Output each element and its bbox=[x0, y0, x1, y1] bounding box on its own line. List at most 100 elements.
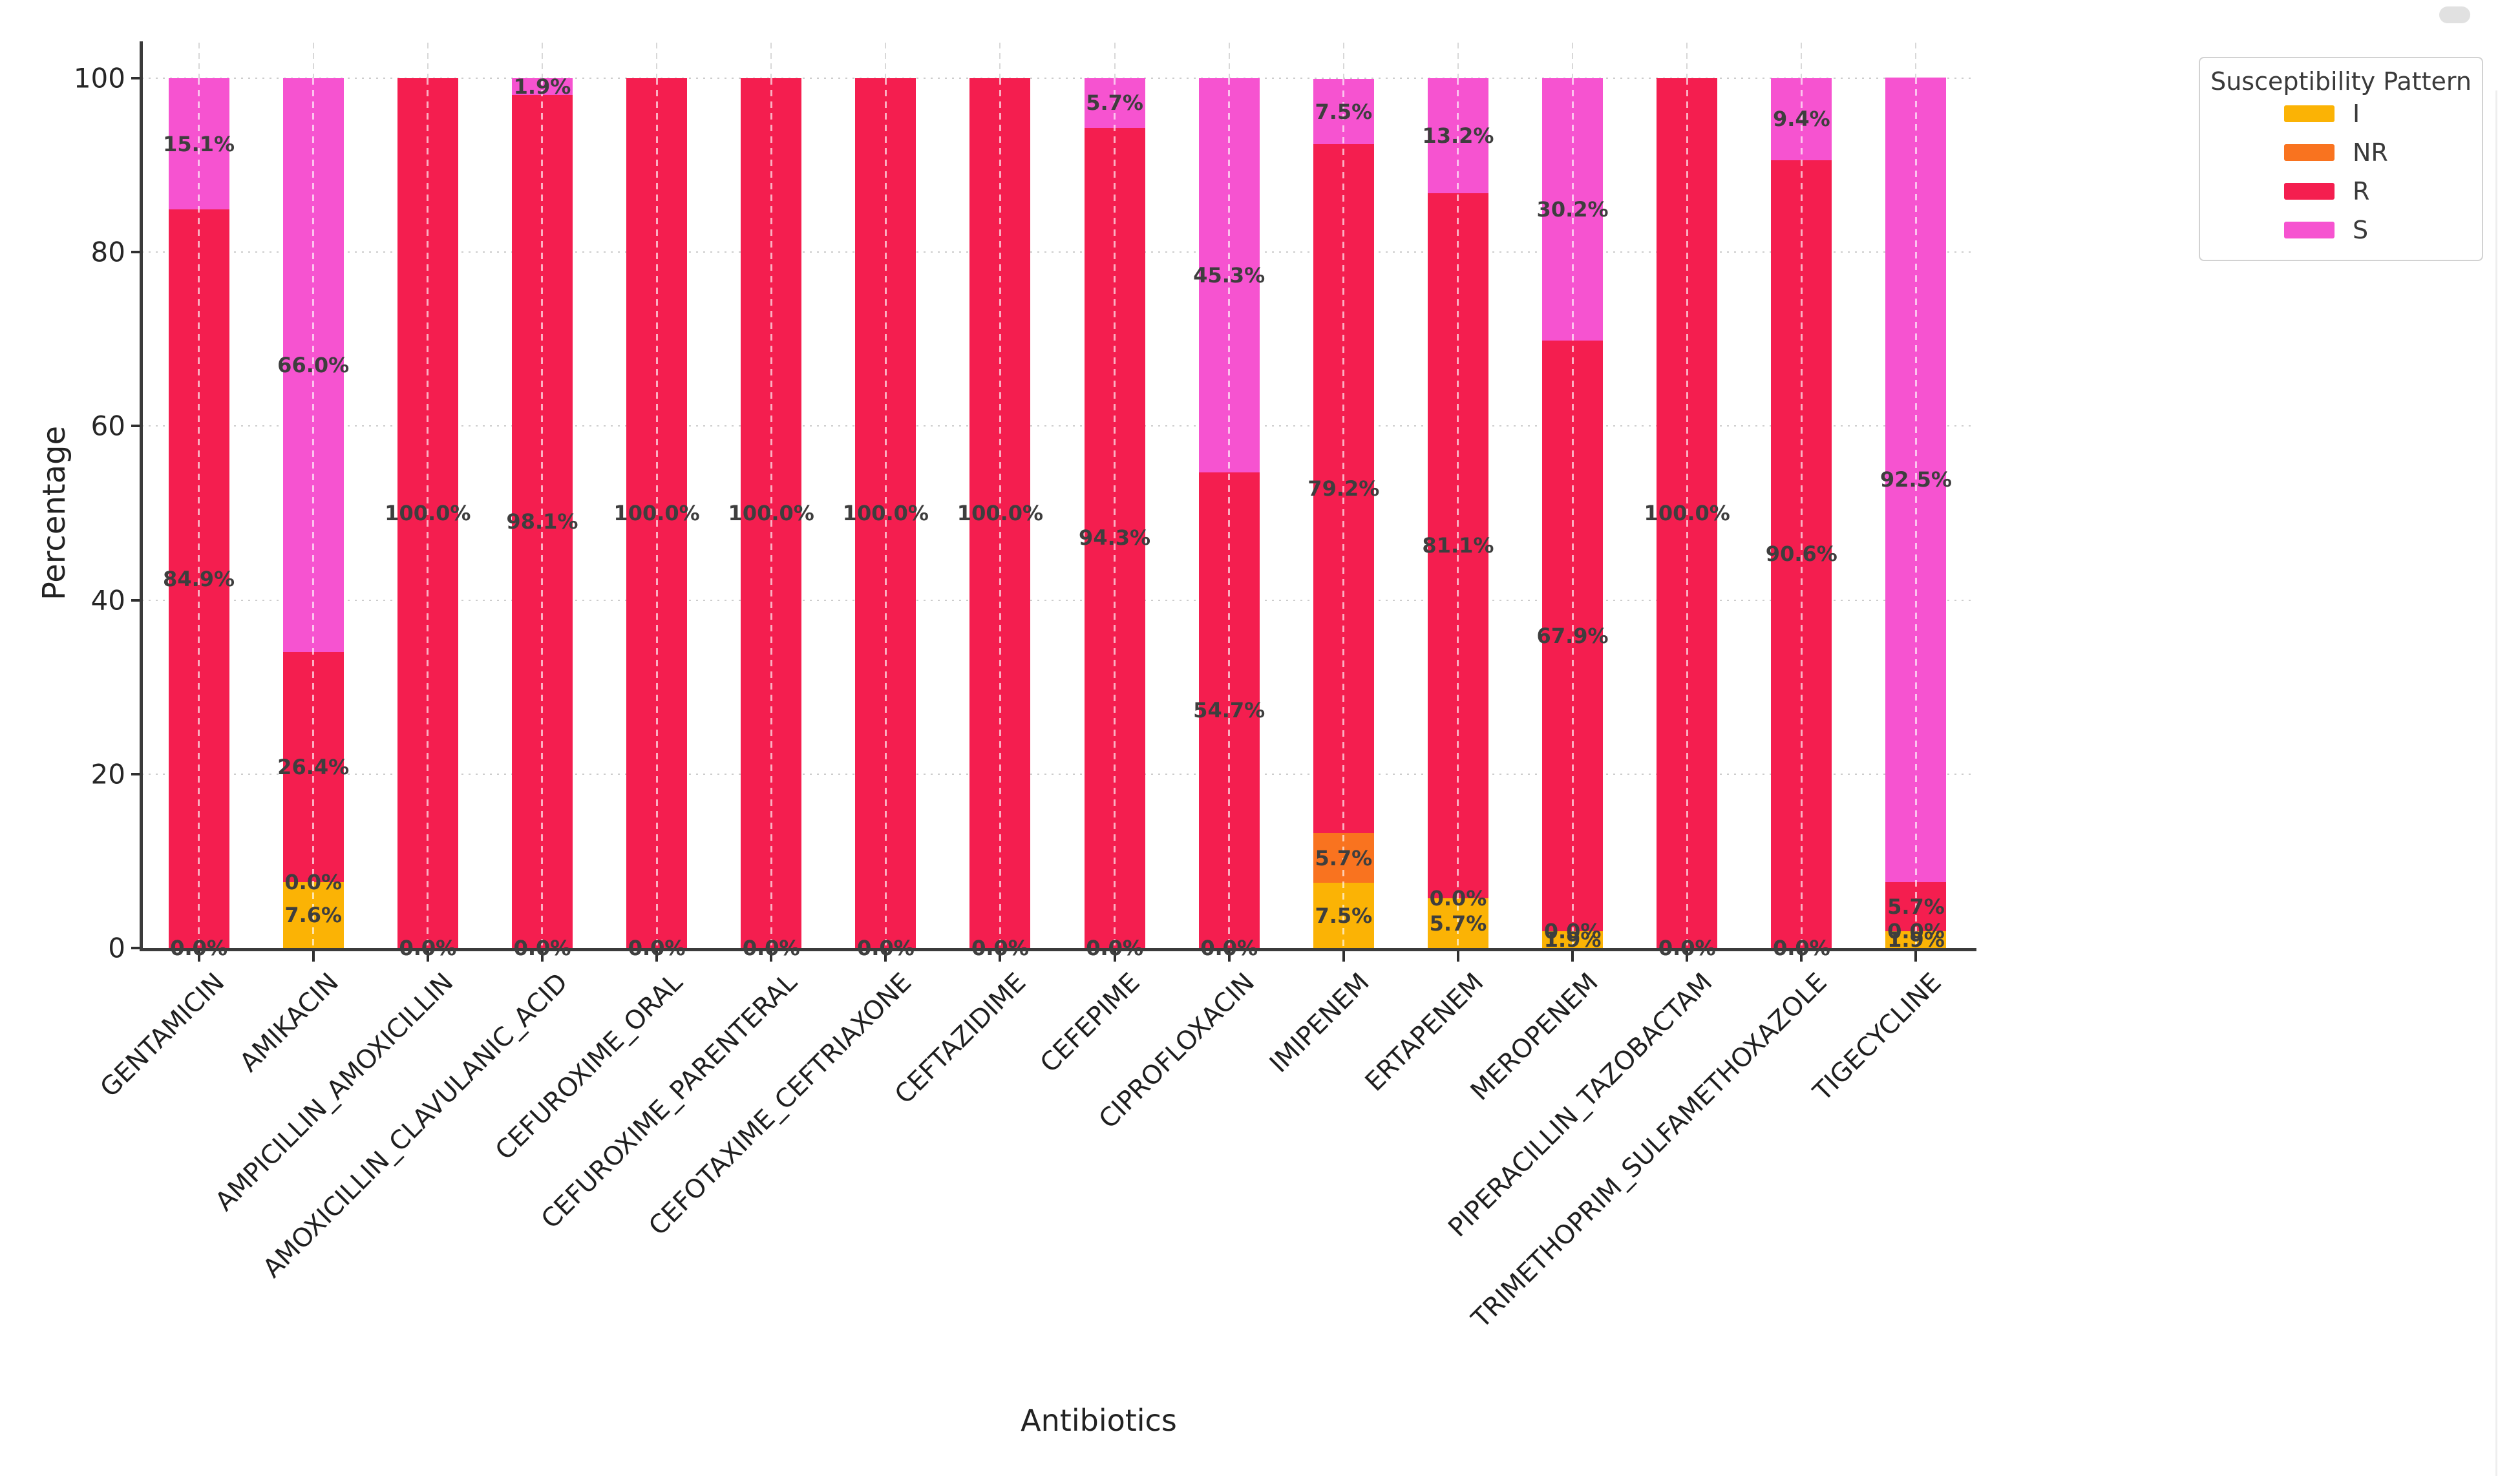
bar-value-label: 0.0% bbox=[628, 936, 686, 960]
x-tick-mark bbox=[1914, 951, 1918, 962]
bar-value-label: 79.2% bbox=[1308, 476, 1380, 501]
legend-item-label: S bbox=[2353, 216, 2369, 244]
bar-value-label: 0.0% bbox=[1200, 936, 1258, 960]
x-tick-mark bbox=[1342, 951, 1345, 962]
bar-center-gridline bbox=[1571, 78, 1574, 948]
bar-value-label: 100.0% bbox=[728, 501, 814, 525]
bar-value-label: 94.3% bbox=[1079, 525, 1151, 551]
bar-value-label: 0.0% bbox=[628, 936, 686, 960]
y-axis-line bbox=[140, 41, 143, 951]
x-tick-mark bbox=[1571, 951, 1574, 962]
bar-center-gridline bbox=[427, 78, 429, 948]
bar-value-label: 54.7% bbox=[1193, 697, 1265, 722]
bar-value-label: 0.0% bbox=[1772, 936, 1830, 960]
bar-value-label: 81.1% bbox=[1422, 533, 1494, 558]
y-tick-mark bbox=[131, 772, 142, 775]
y-tick-mark bbox=[131, 251, 142, 254]
bar-value-label: 0.0% bbox=[1200, 936, 1258, 960]
x-tick-mark bbox=[655, 951, 659, 962]
bar-value-label: 5.7% bbox=[1315, 845, 1373, 870]
bar-value-label: 26.4% bbox=[277, 755, 350, 780]
x-tick-mark bbox=[1113, 951, 1116, 962]
y-tick-label: 0 bbox=[108, 932, 125, 964]
x-tick-mark bbox=[312, 951, 315, 962]
x-tick-mark bbox=[1227, 951, 1231, 962]
x-tick-label: CEFEPIME bbox=[1035, 967, 1147, 1079]
bar-value-label: 0.0% bbox=[1658, 936, 1716, 960]
legend-item-R: R bbox=[2284, 177, 2369, 206]
bar-value-label: 100.0% bbox=[842, 501, 929, 525]
bar-center-gridline bbox=[198, 78, 200, 948]
legend-item-S: S bbox=[2284, 216, 2368, 244]
bar-value-label: 0.0% bbox=[856, 936, 915, 960]
y-tick-label: 80 bbox=[90, 236, 125, 268]
bar-value-label: 0.0% bbox=[284, 869, 343, 894]
bar-value-label: 13.2% bbox=[1422, 123, 1494, 148]
bar-value-label: 45.3% bbox=[1193, 262, 1265, 288]
bar-center-gridline bbox=[1457, 78, 1459, 948]
bar-value-label: 90.6% bbox=[1765, 542, 1837, 567]
legend: Susceptibility Pattern I NR R S bbox=[2199, 57, 2483, 261]
legend-swatch-I bbox=[2284, 105, 2335, 122]
bar-center-gridline bbox=[541, 78, 544, 948]
bar-value-label: 0.0% bbox=[1543, 919, 1602, 944]
x-tick-mark bbox=[1456, 951, 1459, 962]
bar-value-label: 0.0% bbox=[513, 936, 571, 960]
bar-center-gridline bbox=[1914, 77, 1917, 948]
bar-value-label: 7.5% bbox=[1315, 99, 1373, 124]
y-axis-title: Percentage bbox=[36, 425, 72, 601]
bar-value-label: 0.0% bbox=[1887, 919, 1945, 944]
bar-value-label: 7.6% bbox=[284, 902, 343, 927]
legend-item-label: I bbox=[2353, 100, 2360, 128]
bar-center-gridline bbox=[999, 78, 1001, 948]
bar-center-gridline bbox=[884, 78, 887, 948]
y-tick-label: 100 bbox=[73, 62, 125, 94]
x-tick-mark bbox=[770, 951, 773, 962]
y-gridline bbox=[142, 425, 1973, 427]
legend-item-label: R bbox=[2353, 177, 2370, 206]
bar-value-label: 67.9% bbox=[1536, 624, 1609, 649]
y-tick-mark bbox=[131, 947, 142, 949]
bar-value-label: 5.7% bbox=[1887, 894, 1945, 920]
bar-value-label: 30.2% bbox=[1536, 197, 1609, 222]
x-tick-label: AMIKACIN bbox=[234, 967, 345, 1078]
x-tick-mark bbox=[1800, 951, 1803, 962]
y-tick-label: 20 bbox=[90, 758, 125, 790]
bar-value-label: 0.0% bbox=[742, 936, 800, 960]
x-tick-mark bbox=[426, 951, 429, 962]
bar-value-label: 1.9% bbox=[1543, 927, 1602, 953]
legend-swatch-NR bbox=[2284, 144, 2335, 161]
scrollbar-track bbox=[2495, 90, 2497, 1476]
legend-item-label: NR bbox=[2353, 138, 2388, 167]
x-tick-mark bbox=[197, 951, 200, 962]
bar-center-gridline bbox=[1114, 78, 1116, 948]
y-tick-mark bbox=[131, 77, 142, 79]
x-tick-mark bbox=[1686, 951, 1689, 962]
bar-center-gridline bbox=[770, 78, 772, 948]
x-tick-label: ERTAPENEM bbox=[1359, 967, 1490, 1097]
bar-value-label: 100.0% bbox=[1644, 501, 1730, 525]
x-tick-mark bbox=[999, 951, 1002, 962]
bar-center-gridline bbox=[1686, 78, 1688, 948]
bar-center-gridline bbox=[1228, 78, 1231, 948]
bar-center-gridline bbox=[312, 78, 315, 948]
x-tick-label: GENTAMICIN bbox=[94, 967, 231, 1103]
scrollbar-thumb[interactable] bbox=[2439, 6, 2470, 23]
legend-item-I: I bbox=[2284, 100, 2360, 128]
bar-value-label: 0.0% bbox=[742, 936, 800, 960]
legend-title: Susceptibility Pattern bbox=[2210, 67, 2472, 96]
bar-value-label: 0.0% bbox=[971, 936, 1029, 960]
bar-value-label: 100.0% bbox=[385, 501, 471, 525]
y-gridline bbox=[142, 599, 1973, 601]
x-tick-mark bbox=[884, 951, 887, 962]
bar-value-label: 0.0% bbox=[399, 936, 457, 960]
x-tick-mark bbox=[540, 951, 544, 962]
x-axis-title: Antibiotics bbox=[1021, 1403, 1177, 1438]
bar-value-label: 100.0% bbox=[613, 501, 700, 525]
y-gridline bbox=[142, 773, 1973, 775]
x-tick-label: AMPICILLIN_AMOXICILLIN bbox=[209, 967, 460, 1217]
y-tick-mark bbox=[131, 425, 142, 428]
bar-value-label: 1.9% bbox=[1887, 927, 1945, 953]
bar-value-label: 84.9% bbox=[163, 566, 235, 591]
